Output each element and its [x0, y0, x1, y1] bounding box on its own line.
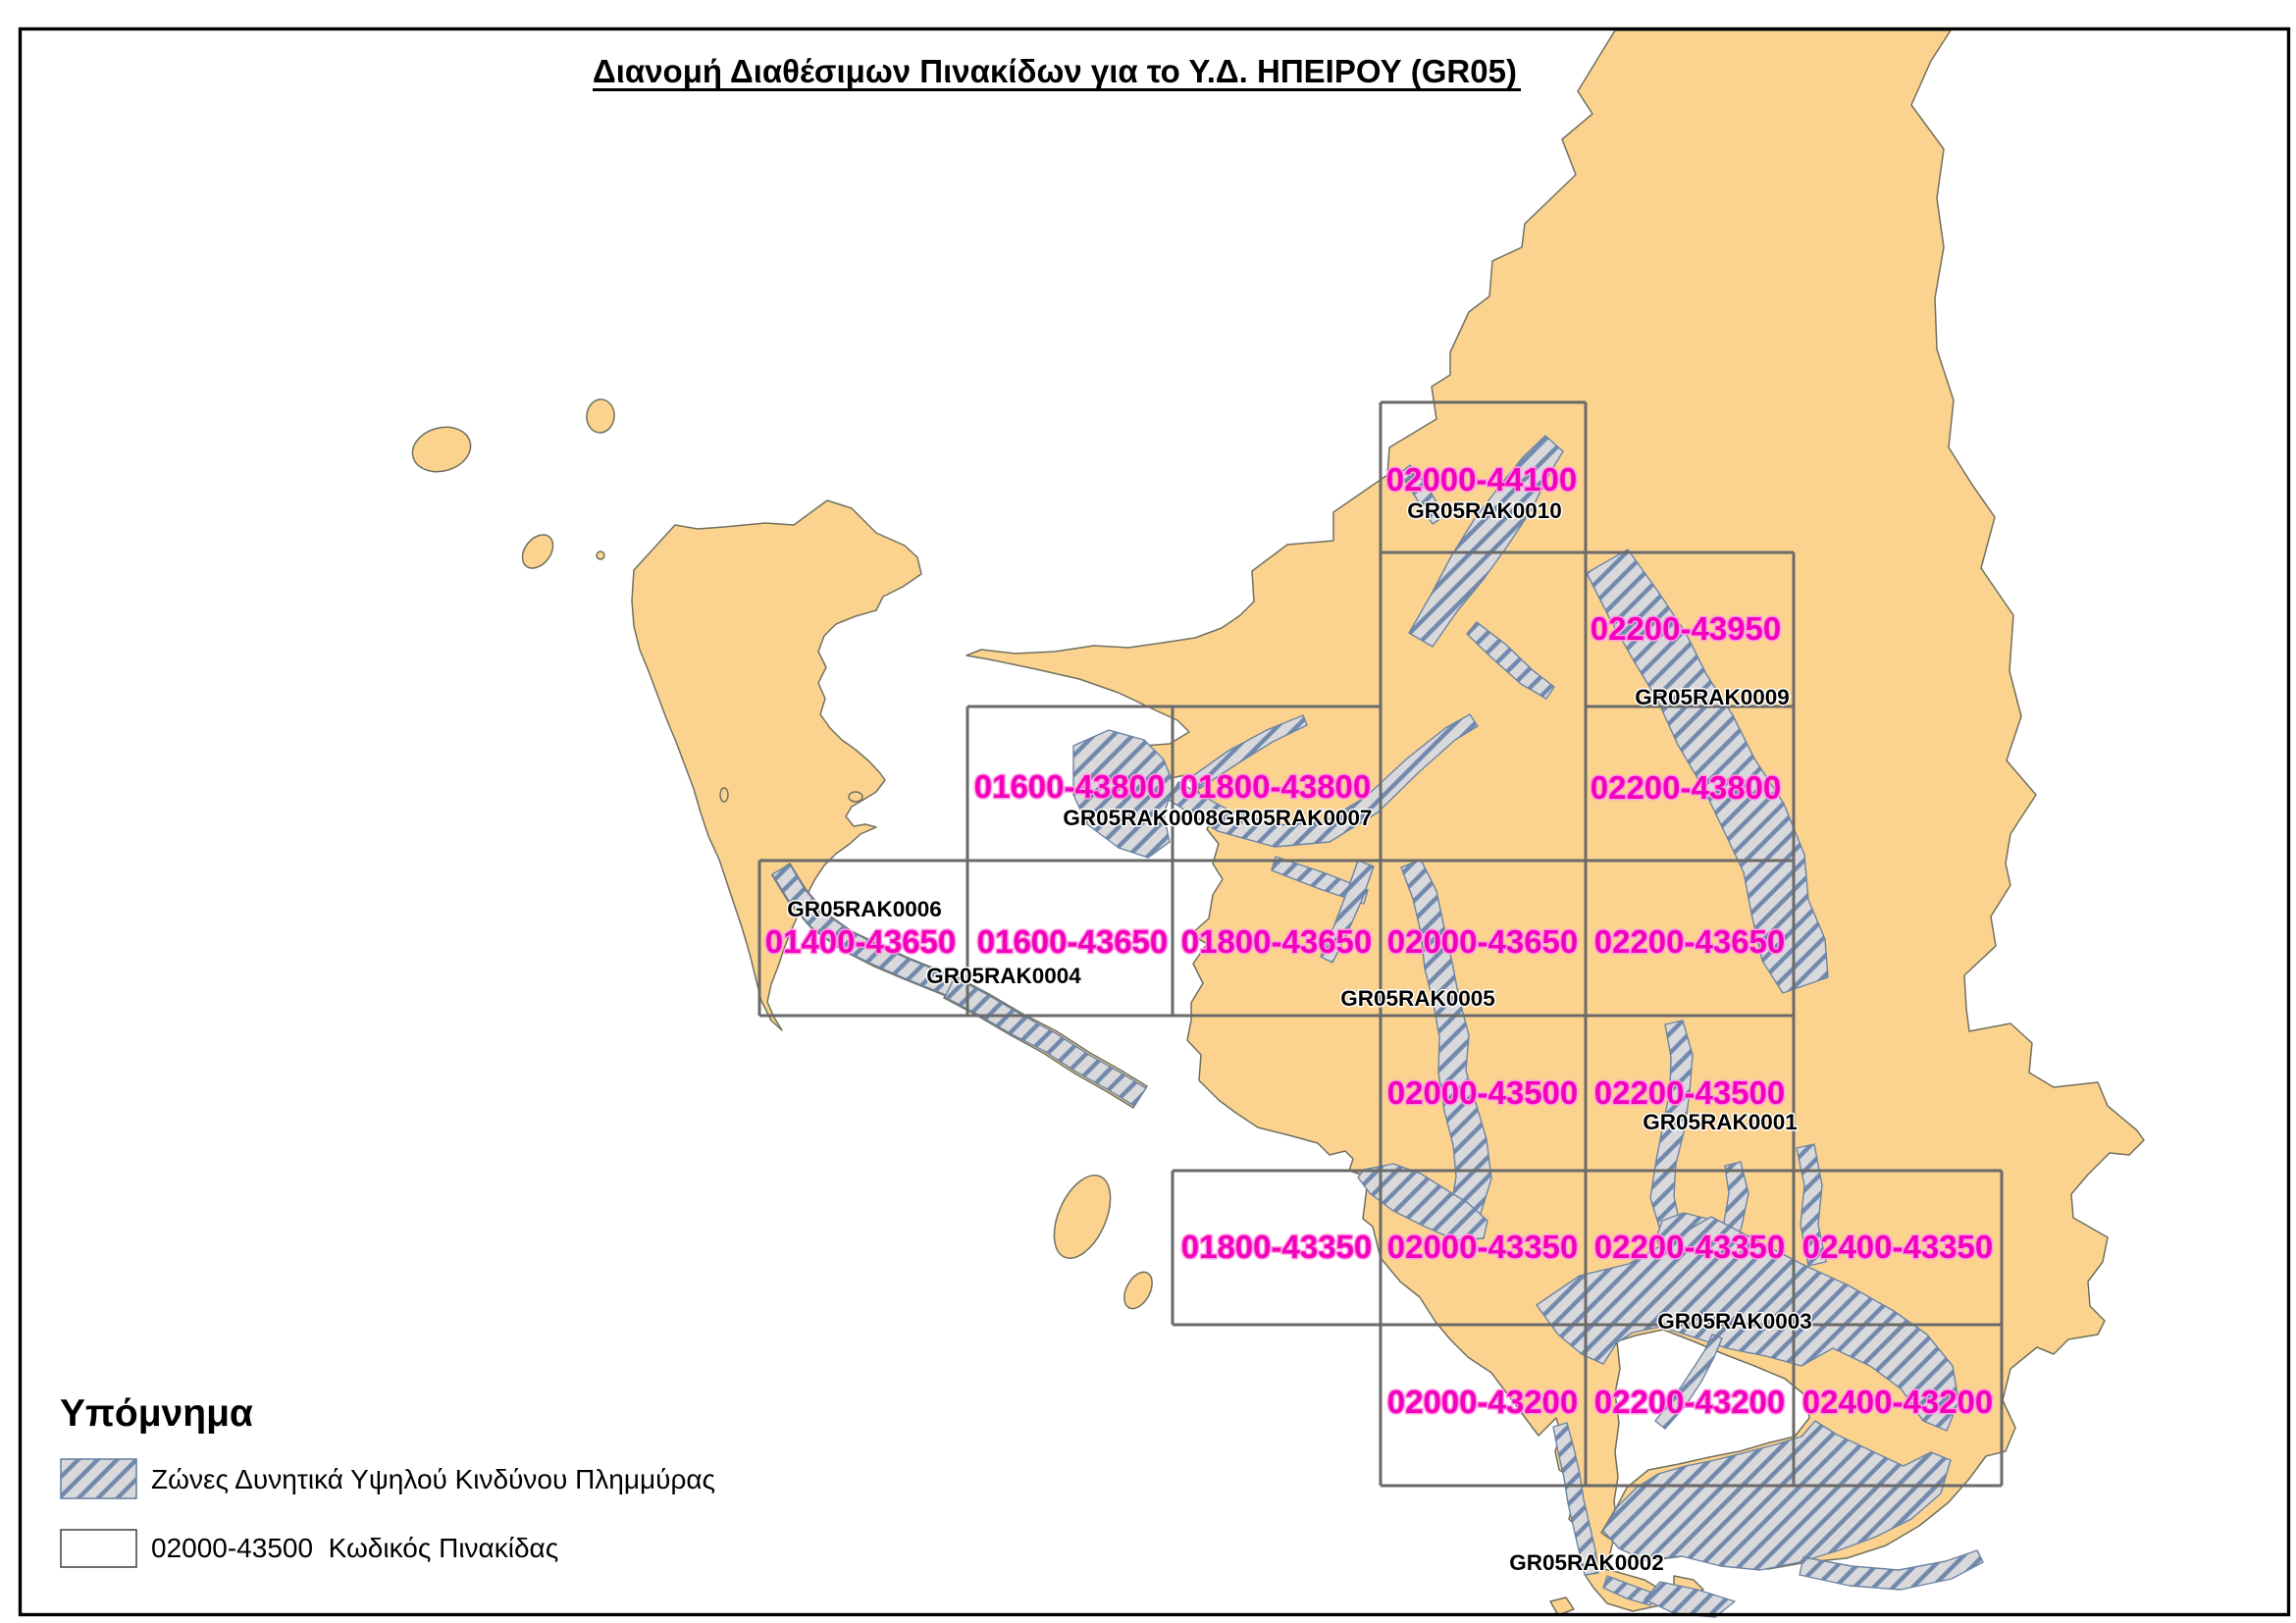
svg-text:01600-43650: 01600-43650 [977, 923, 1169, 960]
svg-text:02200-43650: 02200-43650 [1594, 923, 1786, 960]
svg-text:01800-43800: 01800-43800 [1180, 768, 1372, 805]
svg-text:02000-43500: 02000-43500 [1387, 1074, 1579, 1111]
svg-text:GR05RAK0003: GR05RAK0003 [1657, 1309, 1812, 1334]
svg-text:02200-43350: 02200-43350 [1594, 1229, 1786, 1265]
svg-text:02200-43800: 02200-43800 [1591, 769, 1782, 806]
svg-text:02400-43200: 02400-43200 [1802, 1384, 1994, 1420]
svg-text:GR05RAK0005: GR05RAK0005 [1340, 986, 1495, 1011]
svg-text:02000-43350: 02000-43350 [1387, 1229, 1579, 1265]
svg-text:02000-43200: 02000-43200 [1387, 1384, 1579, 1420]
svg-text:01800-43650: 01800-43650 [1181, 923, 1373, 960]
svg-text:02400-43350: 02400-43350 [1802, 1229, 1994, 1265]
svg-text:GR05RAK0009: GR05RAK0009 [1635, 685, 1790, 709]
svg-text:GR05RAK0004: GR05RAK0004 [926, 964, 1081, 988]
svg-text:GR05RAK0008GR05RAK0007: GR05RAK0008GR05RAK0007 [1063, 806, 1372, 830]
svg-text:GR05RAK0001: GR05RAK0001 [1643, 1110, 1798, 1134]
svg-text:01400-43650: 01400-43650 [765, 923, 957, 960]
svg-text:02200-43200: 02200-43200 [1594, 1384, 1786, 1420]
svg-text:02200-43950: 02200-43950 [1591, 610, 1782, 647]
svg-text:01600-43800: 01600-43800 [974, 768, 1166, 805]
svg-text:Διανομή Διαθέσιμων Πινακίδων γ: Διανομή Διαθέσιμων Πινακίδων για το Υ.Δ.… [593, 53, 1517, 89]
svg-text:GR05RAK0010: GR05RAK0010 [1407, 498, 1562, 523]
svg-text:02000-43650: 02000-43650 [1387, 923, 1579, 960]
svg-text:GR05RAK0002: GR05RAK0002 [1509, 1550, 1664, 1575]
svg-text:02000-44100: 02000-44100 [1386, 461, 1578, 497]
svg-text:Ζώνες Δυνητικά Υψηλού Κινδύνου: Ζώνες Δυνητικά Υψηλού Κινδύνου Πλημμύρας [151, 1464, 715, 1494]
svg-text:01800-43350: 01800-43350 [1181, 1229, 1373, 1265]
svg-text:02200-43500: 02200-43500 [1594, 1074, 1786, 1111]
svg-text:02000-43500 Κωδικός Πινακίδας: 02000-43500 Κωδικός Πινακίδας [151, 1533, 558, 1563]
svg-text:Υπόμνημα: Υπόμνημα [60, 1392, 253, 1435]
svg-text:GR05RAK0006: GR05RAK0006 [787, 897, 942, 921]
